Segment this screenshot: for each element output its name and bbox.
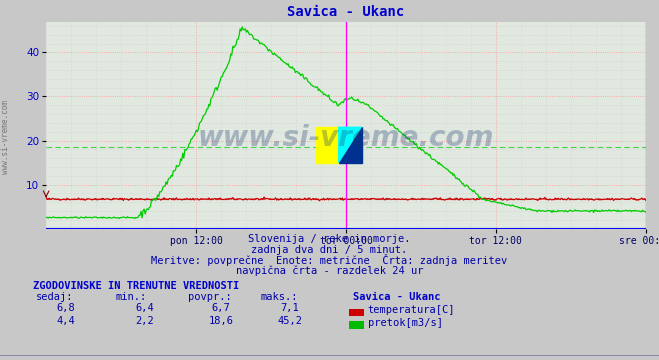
- Text: www.si-vreme.com: www.si-vreme.com: [1, 100, 10, 174]
- Polygon shape: [339, 127, 362, 162]
- Text: maks.:: maks.:: [260, 292, 298, 302]
- Text: 6,4: 6,4: [136, 303, 154, 313]
- Text: Meritve: povprečne  Enote: metrične  Črta: zadnja meritev: Meritve: povprečne Enote: metrične Črta:…: [152, 253, 507, 266]
- Text: zadnja dva dni / 5 minut.: zadnja dva dni / 5 minut.: [251, 245, 408, 255]
- Text: sedaj:: sedaj:: [36, 292, 74, 302]
- Text: www.si-vreme.com: www.si-vreme.com: [198, 123, 494, 152]
- Text: 2,2: 2,2: [136, 316, 154, 326]
- Text: 45,2: 45,2: [277, 316, 302, 326]
- Polygon shape: [316, 127, 339, 162]
- Title: Savica - Ukanc: Savica - Ukanc: [287, 5, 405, 19]
- Text: pretok[m3/s]: pretok[m3/s]: [368, 318, 443, 328]
- Text: Slovenija / reke in morje.: Slovenija / reke in morje.: [248, 234, 411, 244]
- Text: ZGODOVINSKE IN TRENUTNE VREDNOSTI: ZGODOVINSKE IN TRENUTNE VREDNOSTI: [33, 281, 239, 291]
- Text: temperatura[C]: temperatura[C]: [368, 305, 455, 315]
- Text: povpr.:: povpr.:: [188, 292, 231, 302]
- Polygon shape: [339, 127, 362, 162]
- Text: 4,4: 4,4: [57, 316, 75, 326]
- Text: 18,6: 18,6: [208, 316, 233, 326]
- Text: 6,7: 6,7: [212, 303, 230, 313]
- Text: min.:: min.:: [115, 292, 146, 302]
- Text: Savica - Ukanc: Savica - Ukanc: [353, 292, 440, 302]
- Text: 7,1: 7,1: [281, 303, 299, 313]
- Text: 6,8: 6,8: [57, 303, 75, 313]
- Text: navpična črta - razdelek 24 ur: navpična črta - razdelek 24 ur: [236, 266, 423, 276]
